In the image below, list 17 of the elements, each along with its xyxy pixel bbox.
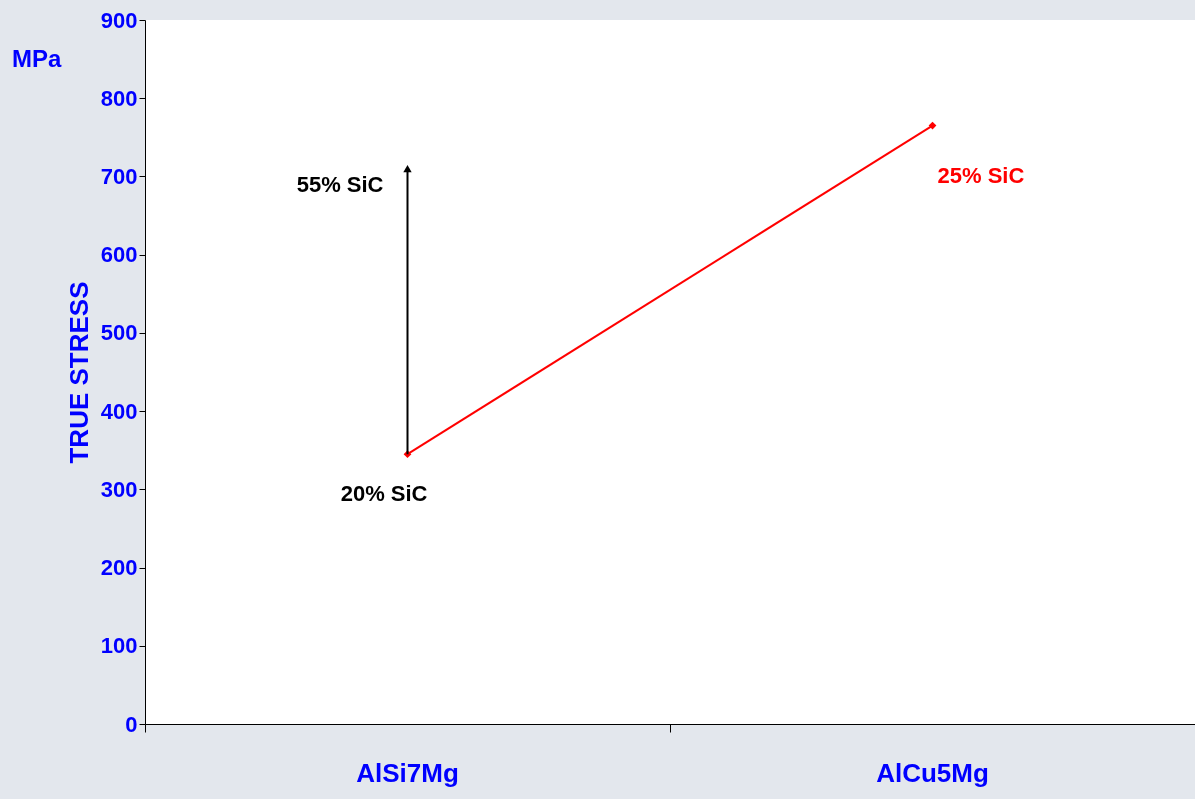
annotation: 20% SiC — [340, 481, 428, 507]
y-tick-label: 200 — [100, 555, 138, 581]
x-tick-label: AlCu5Mg — [876, 757, 989, 788]
x-tick-label: AlSi7Mg — [356, 757, 459, 788]
text: MPa — [12, 45, 62, 72]
annotation: 25% SiC — [937, 162, 1025, 188]
y-tick-label: 0 — [125, 711, 138, 737]
y-tick-label: 700 — [100, 163, 138, 189]
y-tick-label: 300 — [100, 476, 138, 502]
y-tick-label: 100 — [100, 633, 138, 659]
y-tick-label: 400 — [100, 398, 138, 424]
y-axis-title: TRUE STRESS — [63, 281, 94, 464]
y-tick-label: 600 — [100, 242, 138, 268]
annotation: 55% SiC — [296, 171, 384, 197]
y-tick-label: 800 — [100, 85, 138, 111]
y-tick-label: 500 — [100, 320, 138, 346]
y-tick-label: 900 — [100, 7, 138, 33]
